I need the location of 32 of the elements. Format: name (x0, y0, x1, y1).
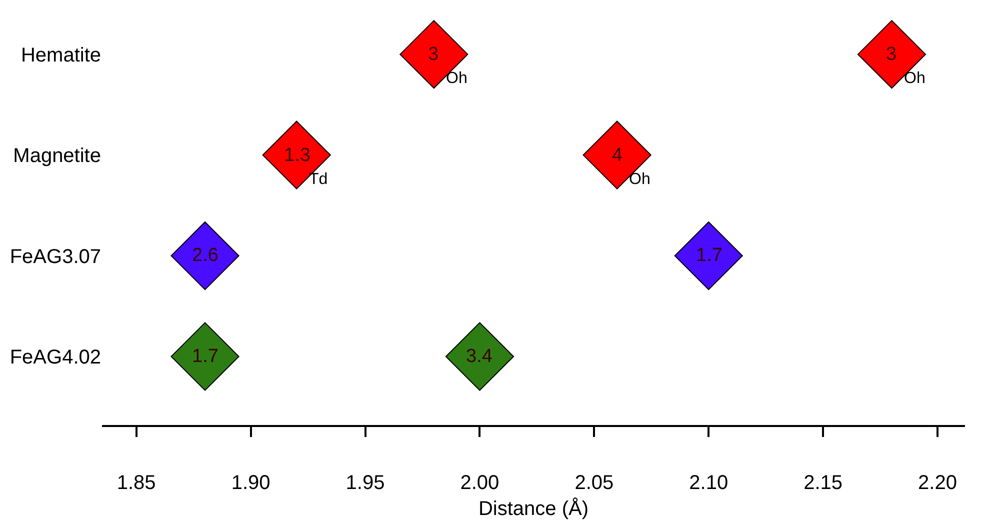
x-tick-label: 2.05 (574, 472, 614, 494)
y-tick-label: FeAG4.02 (10, 346, 101, 368)
x-tick-label: 2.10 (689, 472, 728, 494)
point (445, 322, 514, 391)
annotation: 1.3 (284, 145, 310, 166)
x-tick-label: 1.85 (116, 472, 156, 494)
annotation: Oh (446, 70, 468, 87)
annotation: Oh (904, 70, 926, 87)
point (582, 120, 652, 190)
y-tick-label: Magnetite (13, 145, 101, 168)
annotation: 4 (612, 145, 623, 166)
annotation: Oh (629, 171, 650, 188)
x-tick-label: 1.90 (231, 472, 270, 494)
point (170, 322, 240, 391)
point (674, 221, 743, 290)
annotation: 1.7 (192, 346, 218, 367)
annotation: 3 (886, 44, 897, 65)
annotation: Td (309, 171, 328, 188)
y-tick-label: Hematite (20, 44, 101, 66)
point (400, 20, 468, 89)
x-tick-label: 2.20 (918, 472, 957, 494)
annotation: 2.6 (192, 245, 218, 266)
x-tick-label: 1.95 (346, 472, 385, 494)
annotation: 3.4 (466, 346, 493, 367)
annotation: 1.7 (696, 245, 722, 266)
annotation: 3 (428, 44, 439, 65)
x-tick-label: 2.00 (460, 472, 500, 494)
x-axis-title: Distance (Å) (478, 497, 589, 520)
x-tick-label: 2.15 (804, 472, 843, 494)
y-tick-label: FeAG3.07 (10, 246, 101, 268)
point (857, 20, 926, 89)
point (170, 221, 240, 290)
